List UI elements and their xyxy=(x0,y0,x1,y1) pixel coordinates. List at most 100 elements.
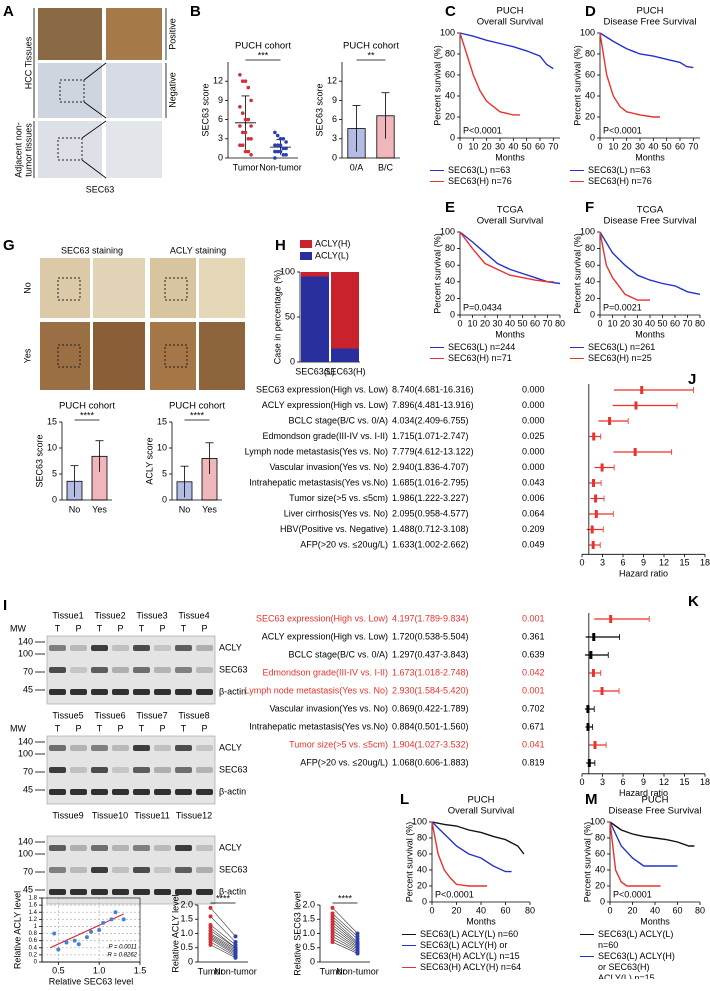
x-tick-label: 0/A xyxy=(350,162,364,172)
hr-marker xyxy=(640,386,644,394)
p-label: 0.000 xyxy=(522,400,545,410)
point xyxy=(233,955,238,960)
legend-item: SEC63(L) ACLY(L) n=60 xyxy=(580,929,680,951)
blot-band xyxy=(196,767,213,773)
x-tick-label: No xyxy=(179,504,191,514)
protein-label: β-actin xyxy=(219,686,246,696)
sig-label: ** xyxy=(367,50,375,60)
y-tick-label: 60 xyxy=(585,69,595,79)
row-label: ACLY expression(High vs. Low) xyxy=(262,631,388,641)
panel-letter: F xyxy=(585,199,594,216)
point xyxy=(89,929,93,934)
point xyxy=(238,124,242,128)
tissue-label: Tissue6 xyxy=(94,710,125,720)
hr-marker xyxy=(591,541,595,549)
row-label: Positive xyxy=(167,18,177,50)
sig-label: **** xyxy=(216,893,231,903)
blot-band xyxy=(175,867,192,873)
hr-label: 1.673(1.018-2.748) xyxy=(392,667,469,677)
legend-swatch xyxy=(580,956,594,957)
x-tick-label: 80 xyxy=(695,905,705,915)
hr-marker xyxy=(592,432,596,441)
p-label: 0.064 xyxy=(522,508,545,518)
protein-label: ACLY xyxy=(219,842,242,852)
x-tick-label: Yes xyxy=(92,504,107,514)
hr-label: 1.904(1.027-3.532) xyxy=(392,739,469,749)
zoom-line xyxy=(83,62,107,81)
panel-g-images xyxy=(40,258,245,390)
legend-label: SEC63(L) ACLY(H) or SEC63(H) ACLY(L) n=1… xyxy=(598,951,675,979)
x-tick-label: No xyxy=(69,504,81,514)
point xyxy=(278,149,283,154)
protein-label: β-actin xyxy=(219,886,246,896)
point xyxy=(275,133,280,138)
p-label: 0.001 xyxy=(522,613,545,623)
legend-label: SEC63(H) ACLY(H) n=64 xyxy=(420,962,522,972)
legend-item: SEC63(H) n=76 xyxy=(570,176,675,187)
point xyxy=(278,143,283,147)
x-tick-label: 20 xyxy=(482,141,492,151)
point xyxy=(238,143,242,147)
blot-band xyxy=(175,789,192,795)
y-tick-label: 20 xyxy=(595,880,605,890)
point xyxy=(208,937,213,942)
y-axis-label: Percent survival (%) xyxy=(572,45,582,126)
p-label: 0.041 xyxy=(522,739,545,749)
point xyxy=(246,117,251,122)
x-tick-label: 15 xyxy=(679,558,689,568)
blot-band xyxy=(133,689,150,695)
marker-label: 70 xyxy=(23,866,33,876)
zoom-box xyxy=(57,277,81,301)
blot-band xyxy=(133,867,150,873)
x-tick-label: 3 xyxy=(600,777,605,787)
survival-curve xyxy=(431,821,512,873)
blot-band xyxy=(70,689,87,695)
legend-label: ACLY(H) xyxy=(315,238,350,248)
x-axis-label: Hazard ratio xyxy=(619,788,668,798)
x-tick-label: SEC63(L) xyxy=(295,366,335,376)
caption: SEC63 xyxy=(86,184,115,194)
pair-line xyxy=(210,941,236,957)
blot-band xyxy=(196,745,213,751)
legend-swatch xyxy=(430,170,444,171)
point xyxy=(109,917,114,922)
point xyxy=(233,934,238,939)
y-tick-label: 0 xyxy=(188,956,193,966)
y-tick-label: 0 xyxy=(290,356,295,366)
x-tick-label: 20 xyxy=(627,905,637,915)
survival-curve xyxy=(609,821,678,867)
blot-band xyxy=(91,889,108,895)
x-tick-label: 20 xyxy=(620,318,630,328)
y-tick-label: 20 xyxy=(417,880,427,890)
p-label: 0.025 xyxy=(522,431,545,441)
point xyxy=(64,940,69,945)
x-tick-label: 0 xyxy=(597,318,602,328)
point xyxy=(275,143,280,147)
x-tick-label: 20 xyxy=(480,318,490,328)
legend-swatch xyxy=(570,170,584,171)
panel-letter: I xyxy=(3,597,7,614)
blot-band xyxy=(91,867,108,873)
x-tick-label: 9 xyxy=(641,558,646,568)
ihc-image xyxy=(150,322,196,390)
row-label: Liver cirrhosis(Yes vs. No) xyxy=(284,508,388,518)
blot-band xyxy=(196,689,213,695)
point xyxy=(273,156,277,160)
y-tick-label: 1.5 xyxy=(302,914,315,924)
lane-label: P xyxy=(117,623,123,633)
survival-curve xyxy=(459,231,561,285)
sig-label: **** xyxy=(338,893,353,903)
blot-band xyxy=(133,745,150,751)
point xyxy=(330,934,335,939)
point xyxy=(72,938,77,943)
point xyxy=(284,146,288,151)
survival-curve xyxy=(609,821,661,887)
x-tick-label: 15 xyxy=(679,777,689,787)
hr-marker xyxy=(592,479,596,487)
marker-label: 100 xyxy=(18,848,33,858)
lane-label: T xyxy=(55,623,61,633)
blot-band xyxy=(112,745,129,751)
hr-marker xyxy=(586,705,590,713)
